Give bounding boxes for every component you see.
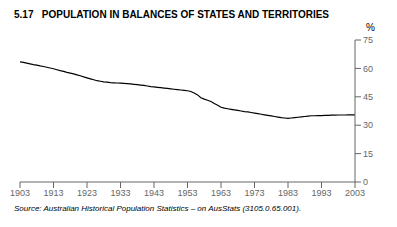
svg-text:0: 0 [363,177,368,187]
svg-text:30: 30 [363,120,373,130]
svg-text:1983: 1983 [278,188,298,198]
svg-text:15: 15 [363,149,373,159]
html-text:Source: Australian Historical: Source: Australian Historical Population… [14,204,302,213]
svg-text:45: 45 [363,92,373,102]
svg-text:1963: 1963 [211,188,231,198]
svg-text:1973: 1973 [244,188,264,198]
svg-text:1953: 1953 [177,188,197,198]
svg-text:75: 75 [363,35,373,45]
html-text:5.17 POPULATION IN BALANCES OF: 5.17 POPULATION IN BALANCES OF STATES AN… [14,9,329,20]
svg-text:1993: 1993 [311,188,331,198]
svg-text:2003: 2003 [345,188,365,198]
svg-text:1913: 1913 [43,188,63,198]
svg-text:60: 60 [363,64,373,74]
svg-text:1903: 1903 [10,188,30,198]
svg-text:1923: 1923 [77,188,97,198]
svg-text:1943: 1943 [144,188,164,198]
svg-text:1933: 1933 [110,188,130,198]
